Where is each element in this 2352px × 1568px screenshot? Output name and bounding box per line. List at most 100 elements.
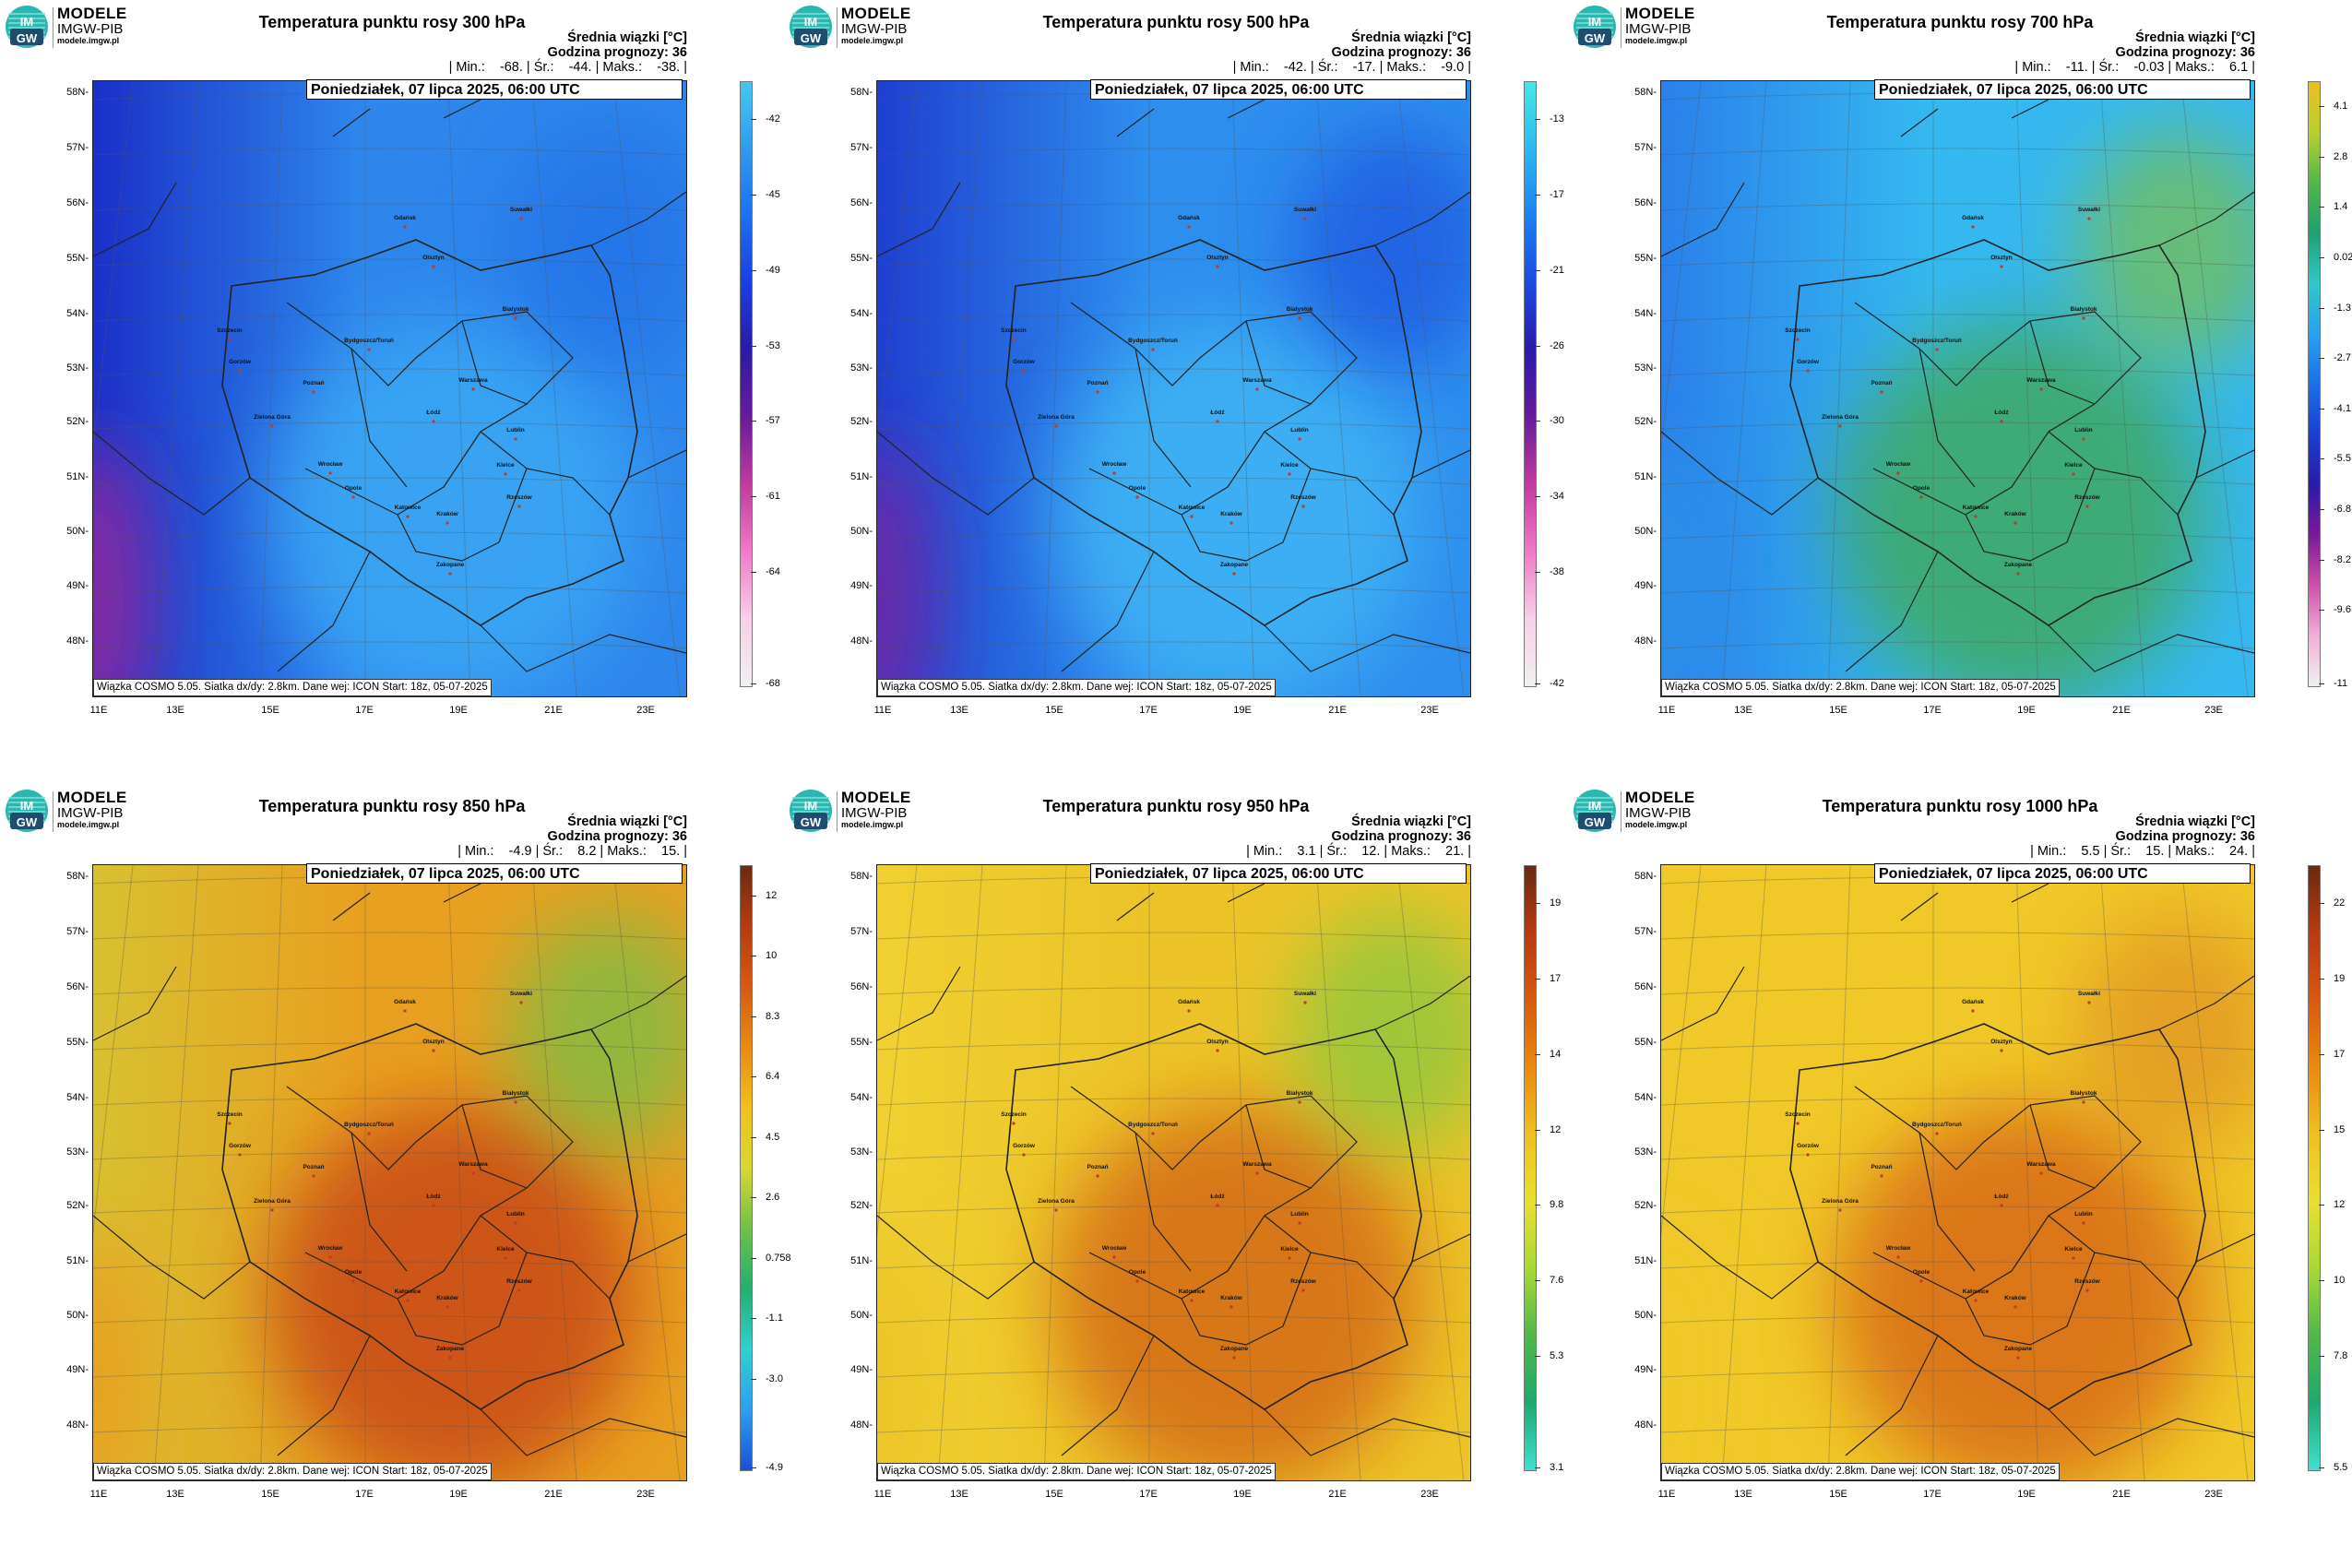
city-dot: [1806, 369, 1810, 373]
city-label: Zakopane: [1220, 562, 1249, 568]
map-area: Gdańsk Suwałki Olsztyn Białystok Szczecin Byd…: [92, 864, 687, 1481]
city-dot: [1971, 1009, 1975, 1013]
city-label: Kielce: [2064, 462, 2083, 469]
city-label: Suwałki: [1294, 207, 1316, 213]
city-dot: [1298, 1100, 1301, 1104]
city-dot: [1255, 387, 1259, 391]
colorbar-label: 9.8: [1550, 1199, 1564, 1211]
admin-borders: [1661, 883, 2254, 1456]
lat-label: 50N-: [850, 1310, 873, 1321]
city-dot: [2000, 1049, 2003, 1052]
city-dot: [1288, 1256, 1291, 1260]
lat-label: 54N-: [66, 1092, 89, 1103]
colorbar-tick: [751, 269, 756, 271]
map-area: Gdańsk Suwałki Olsztyn Białystok Szczecin Byd…: [1660, 80, 2255, 697]
lat-label: 48N-: [1634, 636, 1657, 647]
lat-label: 58N-: [66, 871, 89, 882]
lon-label: 11E: [89, 705, 108, 716]
colorbar-tick: [1535, 683, 1540, 684]
city-dot: [2087, 1001, 2091, 1004]
lon-label: 13E: [950, 1489, 968, 1500]
city-dot: [1288, 472, 1291, 476]
colorbar-tick: [1535, 421, 1540, 422]
city-label: Warszawa: [1242, 377, 1272, 384]
brand-line3: modele.imgw.pl: [57, 35, 120, 45]
city-label: Warszawa: [458, 377, 488, 384]
lon-label: 23E: [636, 705, 655, 716]
city-dot: [228, 1122, 232, 1125]
city-dot: [2013, 521, 2017, 525]
brand-line3: modele.imgw.pl: [841, 35, 904, 45]
colorbar-label: -26: [1550, 339, 1564, 351]
city-dot: [1935, 348, 1939, 351]
city-dot: [2082, 1100, 2085, 1104]
lat-label: 53N-: [1634, 1146, 1657, 1158]
city-dot: [228, 338, 232, 341]
city-label: Opole: [1129, 485, 1146, 492]
brand-line2: IMGW-PIB: [841, 20, 908, 37]
city-label: Zakopane: [1220, 1346, 1249, 1352]
stats-box: Średnia wiązki [°C] Godzina prognozy: 36 |…: [2014, 30, 2255, 75]
city-label: Łódź: [1210, 410, 1225, 416]
stats-box: Średnia wiązki [°C] Godzina prognozy: 36 |…: [449, 30, 687, 75]
lon-label: 13E: [166, 705, 184, 716]
city-label: Bydgoszcz/Toruń: [1128, 1122, 1178, 1128]
colorbar-tick: [1535, 1205, 1540, 1206]
city-dot: [1216, 265, 1219, 268]
valid-date: Poniedziałek, 07 lipca 2025, 06:00 UTC: [306, 863, 683, 884]
lat-label: 56N-: [850, 197, 873, 208]
lon-label: 11E: [1657, 1489, 1676, 1500]
colorbar-label: -42: [766, 113, 780, 125]
lat-label: 51N-: [66, 471, 89, 482]
city-label: Lublin: [1290, 427, 1309, 434]
colorbar-tick: [1535, 194, 1540, 196]
colorbar-tick: [751, 572, 756, 574]
city-dot: [1216, 420, 1219, 423]
city-label: Zielona Góra: [254, 414, 291, 421]
imgw-logo-icon: IM GW: [6, 790, 48, 832]
city-label: Bydgoszcz/Toruń: [1912, 338, 1962, 344]
lat-label: 57N-: [66, 142, 89, 153]
min-mean-max: | Min.: -4.9 | Śr.: 8.2 | Maks.: 15. |: [457, 844, 687, 859]
colorbar: [740, 865, 753, 1471]
colorbar-label: -8.2: [2334, 553, 2351, 565]
colorbar-tick: [2319, 106, 2324, 108]
colorbar-label: -1.3: [2334, 302, 2351, 314]
forecast-panel-2: IM GW MODELE IMGW-PIB modele.imgw.pl Temperat…: [784, 0, 1568, 784]
city-label: Suwałki: [510, 207, 532, 213]
brand-line3: modele.imgw.pl: [57, 819, 120, 829]
lon-label: 17E: [1139, 1489, 1158, 1500]
city-markers: Gdańsk Suwałki Olsztyn Białystok Szczecin Byd…: [217, 207, 533, 576]
city-dot: [1151, 348, 1155, 351]
city-dot: [1838, 1208, 1842, 1212]
brand-line1: MODELE: [57, 789, 127, 806]
city-dot: [406, 1299, 410, 1302]
colorbar-tick: [2319, 559, 2324, 561]
valid-date: Poniedziałek, 07 lipca 2025, 06:00 UTC: [1090, 79, 1467, 100]
city-dot: [1229, 1305, 1233, 1309]
city-label: Lublin: [1290, 1211, 1309, 1218]
city-label: Kielce: [1280, 1246, 1299, 1253]
lon-label: 13E: [166, 1489, 184, 1500]
lon-label: 21E: [544, 1489, 563, 1500]
city-markers: Gdańsk Suwałki Olsztyn Białystok Szczecin Byd…: [1785, 991, 2101, 1360]
lon-label: 15E: [1045, 1489, 1063, 1500]
svg-text:IM: IM: [804, 799, 817, 813]
city-dot: [471, 387, 475, 391]
city-label: Białystok: [1287, 306, 1313, 313]
brand-line2: IMGW-PIB: [57, 20, 124, 37]
city-label: Zakopane: [436, 1346, 465, 1352]
city-label: Gorzów: [229, 1143, 252, 1149]
colorbar: [2308, 865, 2321, 1471]
lon-label: 23E: [636, 1489, 655, 1500]
forecast-hour: Godzina prognozy: 36: [547, 829, 687, 844]
city-dot: [1229, 521, 1233, 525]
colorbar-label: -9.6: [2334, 604, 2351, 616]
lat-label: 52N-: [66, 1200, 89, 1211]
colorbar-tick: [751, 1076, 756, 1078]
city-dot: [2000, 265, 2003, 268]
colorbar-label: 4.1: [2334, 101, 2348, 113]
min-mean-max: | Min.: -11. | Śr.: -0.03 | Maks.: 6.1 |: [2014, 60, 2255, 75]
admin-borders: [1661, 99, 2254, 672]
colorbar-label: -17: [1550, 188, 1564, 200]
